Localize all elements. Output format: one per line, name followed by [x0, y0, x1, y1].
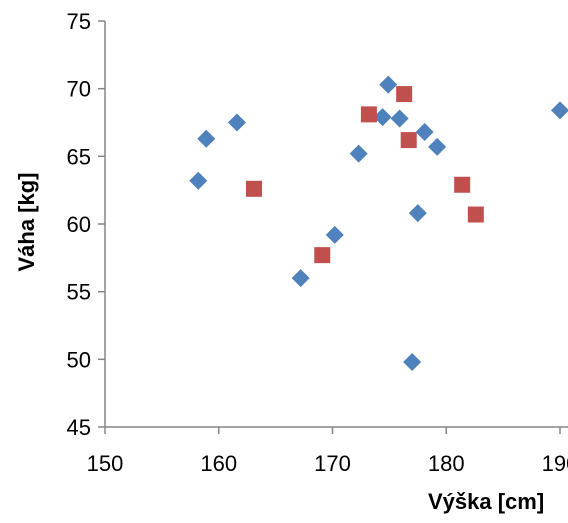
y-tick-label: 65: [67, 144, 91, 169]
data-point-diamond: [227, 113, 246, 132]
x-tick-label: 150: [87, 451, 124, 476]
data-point-square: [360, 106, 377, 123]
x-axis-title: Výška [cm]: [428, 489, 544, 514]
data-point-diamond: [408, 204, 427, 223]
data-point-diamond: [379, 75, 398, 94]
data-point-diamond: [325, 225, 344, 244]
tick-labels: 45 50 55 60 65 70 75 150 160 170 180 190: [67, 9, 568, 476]
data-point-square: [314, 247, 331, 264]
axes: [98, 20, 568, 434]
y-tick-label: 55: [67, 280, 91, 305]
y-tick-label: 70: [67, 77, 91, 102]
data-point-diamond: [428, 137, 447, 156]
data-point-square: [400, 132, 417, 149]
data-point-diamond: [415, 122, 434, 141]
data-point-square: [467, 206, 484, 223]
data-point-diamond: [189, 171, 208, 190]
data-point-diamond: [373, 108, 392, 127]
y-axis-title: Váha [kg]: [14, 172, 39, 271]
x-tick-label: 170: [314, 451, 351, 476]
data-point-diamond: [403, 353, 422, 372]
data-point-diamond: [551, 101, 568, 120]
data-point-square: [454, 176, 471, 193]
y-tick-label: 50: [67, 347, 91, 372]
data-point-diamond: [291, 269, 310, 288]
data-point-square: [396, 86, 413, 103]
y-tick-label: 60: [67, 212, 91, 237]
y-tick-label: 75: [67, 9, 91, 34]
data-point-diamond: [349, 144, 368, 163]
data-point-diamond: [390, 109, 409, 128]
data-point-diamond: [197, 129, 216, 148]
y-tick-label: 45: [67, 415, 91, 440]
x-tick-label: 180: [428, 451, 465, 476]
x-tick-label: 190: [542, 451, 568, 476]
x-tick-label: 160: [200, 451, 237, 476]
data-points: [189, 75, 568, 372]
data-point-square: [246, 180, 263, 197]
